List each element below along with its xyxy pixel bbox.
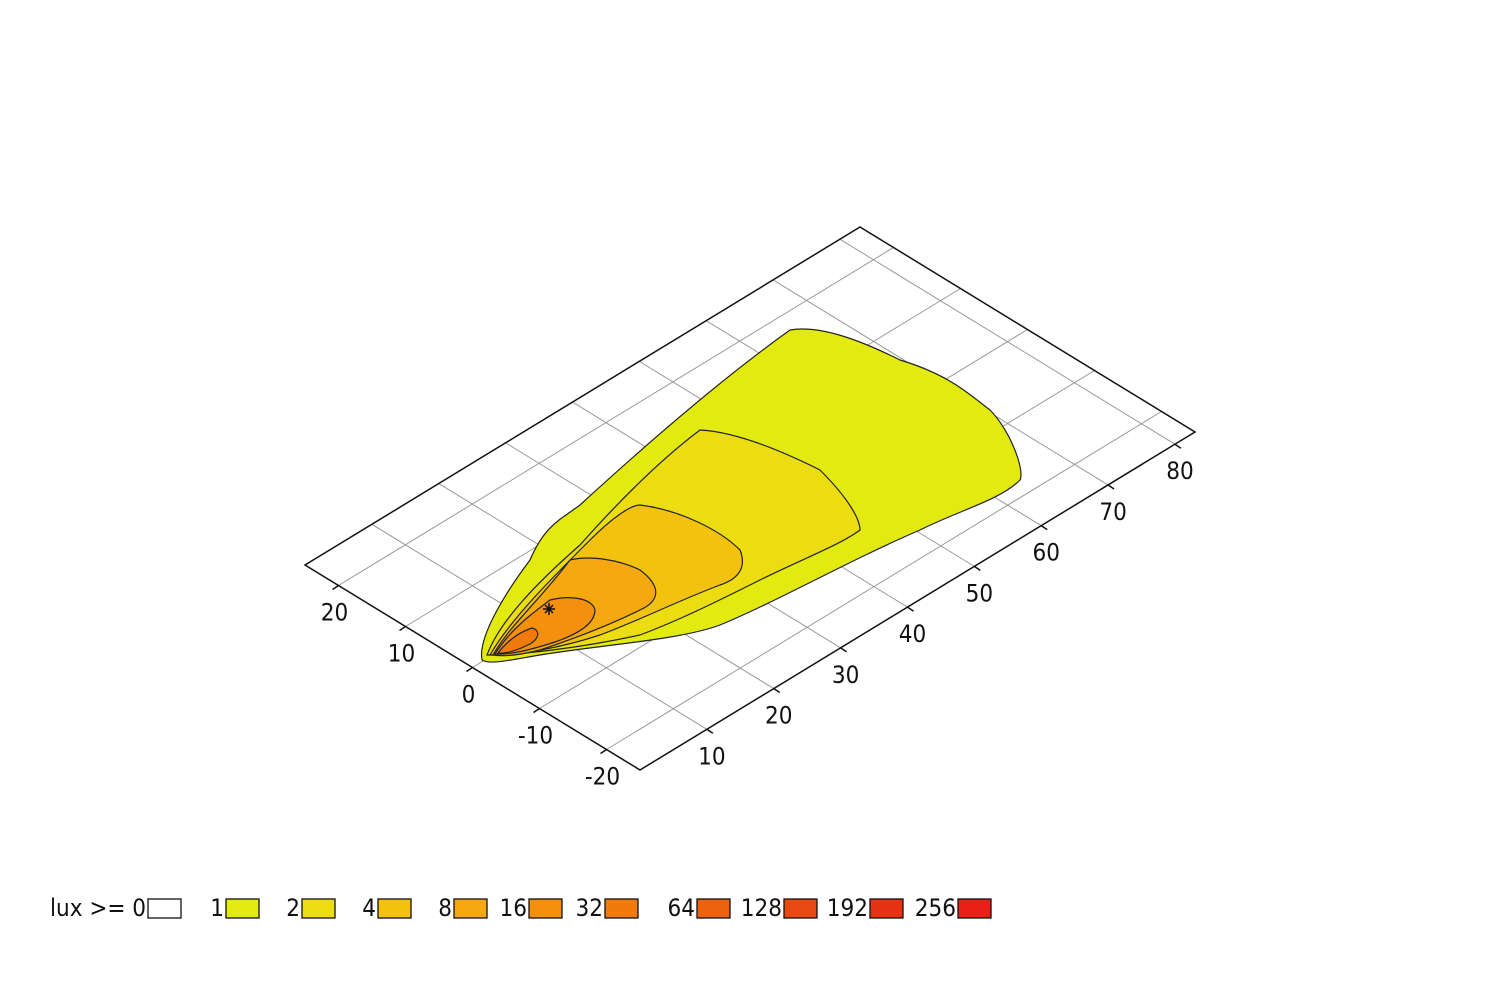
- legend-swatch: [453, 898, 488, 919]
- plane-border: [303, 226, 1197, 771]
- y-tick-label: 10: [388, 640, 415, 668]
- y-tick: [600, 748, 607, 755]
- legend-value: 64: [668, 894, 695, 922]
- legend-value: 192: [827, 894, 868, 922]
- y-tick-label: -10: [518, 722, 553, 750]
- x-tick-label: 20: [765, 702, 792, 730]
- isolux-contour: [496, 627, 539, 654]
- legend-value: 128: [741, 894, 782, 922]
- x-tick: [907, 606, 914, 612]
- legend-value: 0: [132, 894, 146, 922]
- x-tick-label: 80: [1166, 457, 1193, 485]
- x-tick: [706, 728, 714, 734]
- legend-swatch: [604, 898, 639, 919]
- y-tick-label: 0: [462, 681, 476, 709]
- y-tick: [332, 584, 339, 591]
- x-tick: [1174, 443, 1182, 449]
- y-tick-label: -20: [585, 763, 620, 791]
- x-tick: [1040, 525, 1048, 531]
- x-tick-label: 10: [698, 742, 725, 770]
- grid-line: [338, 247, 894, 586]
- legend-value: 32: [576, 894, 603, 922]
- legend-value: 2: [286, 894, 300, 922]
- x-tick: [773, 687, 781, 694]
- legend-swatch: [957, 898, 992, 919]
- legend-value: 16: [500, 894, 527, 922]
- legend-swatch: [147, 898, 182, 919]
- legend-value: 1: [210, 894, 224, 922]
- legend-value: 4: [362, 894, 376, 922]
- legend-swatch: [225, 898, 260, 919]
- x-tick-label: 50: [966, 579, 993, 607]
- light-source: [543, 603, 555, 615]
- x-tick-label: 70: [1099, 498, 1126, 526]
- x-tick-label: 30: [832, 661, 859, 689]
- y-tick: [466, 666, 473, 673]
- legend-swatch: [301, 898, 336, 919]
- legend-swatch: [696, 898, 731, 919]
- y-tick: [399, 625, 406, 632]
- x-tick-label: 60: [1032, 539, 1059, 567]
- legend-swatch: [783, 898, 818, 919]
- legend-swatch: [528, 898, 563, 919]
- legend-swatch: [377, 898, 412, 919]
- legend-value: 256: [915, 894, 956, 922]
- grid-line: [606, 411, 1162, 750]
- y-tick: [533, 707, 540, 714]
- x-tick: [973, 565, 981, 572]
- x-tick: [1107, 484, 1115, 490]
- x-tick: [840, 647, 848, 653]
- x-tick-label: 40: [899, 620, 926, 648]
- legend-value: 8: [438, 894, 452, 922]
- y-tick-label: 20: [321, 599, 348, 627]
- legend-swatch: [869, 898, 904, 919]
- legend-label: lux >=: [50, 894, 126, 922]
